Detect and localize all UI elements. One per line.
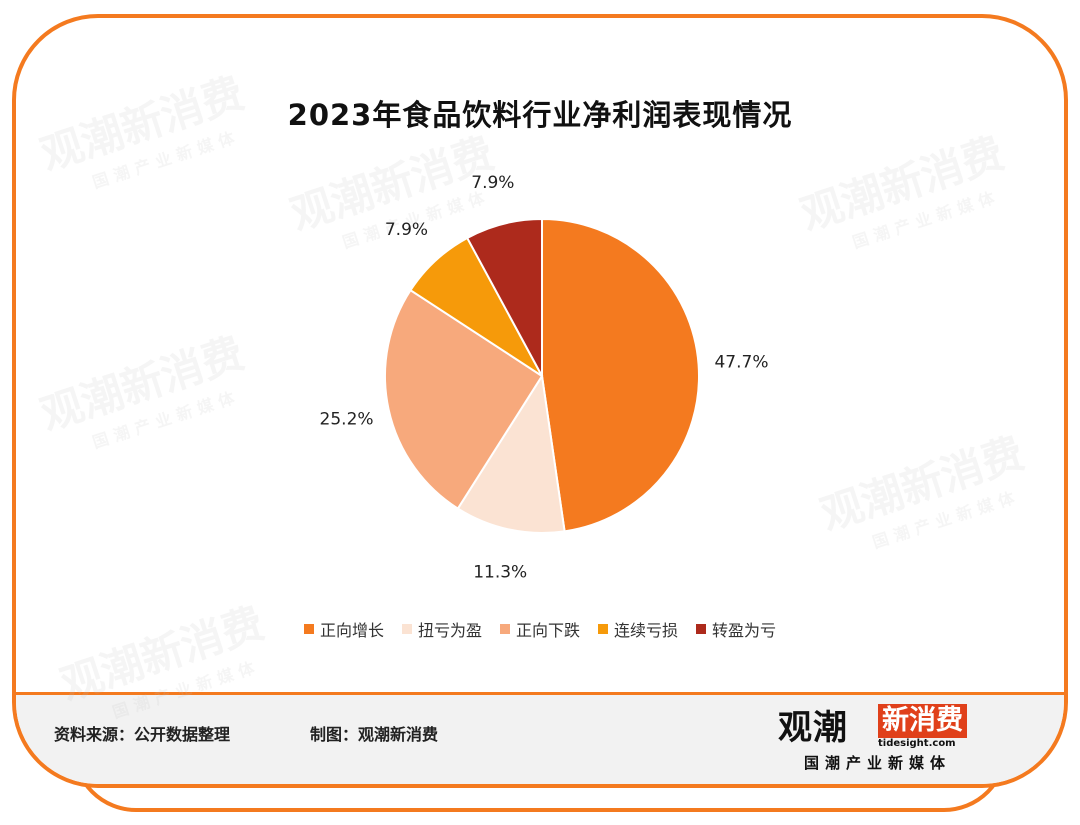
pie-data-label: 7.9% xyxy=(471,173,514,193)
legend-item: 连续亏损 xyxy=(598,617,678,641)
legend-item: 正向下跌 xyxy=(499,617,580,641)
chart-maker: 制图：观潮新消费 xyxy=(310,725,439,744)
legend-label: 转盈为亏 xyxy=(712,621,777,640)
brand-logo: 观潮 新消费 tidesight.com 国潮产业新媒体 xyxy=(778,700,1008,780)
logo-box: 新消费 xyxy=(878,704,967,738)
legend-label: 连续亏损 xyxy=(614,621,679,640)
legend-swatch xyxy=(598,624,608,634)
chart-title: 2023年食品饮料行业净利润表现情况 xyxy=(287,98,793,132)
pie-slice-1 xyxy=(541,217,700,533)
logo-text: 观潮 xyxy=(778,708,848,748)
legend-swatch xyxy=(499,624,510,634)
pie-data-label: 11.3% xyxy=(473,563,527,583)
legend-label: 正向下跌 xyxy=(515,621,580,640)
pie-slice-2 xyxy=(456,373,566,534)
legend-label: 正向增长 xyxy=(319,621,384,640)
pie-slice-3 xyxy=(384,288,544,510)
legend-swatch xyxy=(401,624,412,634)
data-source: 资料来源：公开数据整理 xyxy=(54,725,231,744)
legend-item: 转盈为亏 xyxy=(696,617,776,641)
chart-legend: 正向增长 扭亏为盈 正向下跌 连续亏损 转盈为亏 xyxy=(0,617,1080,641)
card-frame xyxy=(12,14,1068,788)
logo-url: tidesight.com xyxy=(878,738,956,749)
legend-item: 扭亏为盈 xyxy=(401,617,482,641)
legend-swatch xyxy=(696,624,707,634)
logo-subtitle: 国潮产业新媒体 xyxy=(804,754,952,772)
pie-data-label: 47.7% xyxy=(714,353,768,373)
legend-swatch xyxy=(303,624,314,634)
pie-slices xyxy=(384,217,700,534)
pie-data-label: 25.2% xyxy=(320,409,374,429)
pie-data-label: 7.9% xyxy=(385,220,428,240)
pie-slice-5 xyxy=(465,217,543,377)
pie-labels: 47.7% 11.3% 25.2% 7.9% 7.9% xyxy=(320,173,769,582)
legend-item: 正向增长 xyxy=(303,617,384,641)
legend-label: 扭亏为盈 xyxy=(417,621,482,640)
